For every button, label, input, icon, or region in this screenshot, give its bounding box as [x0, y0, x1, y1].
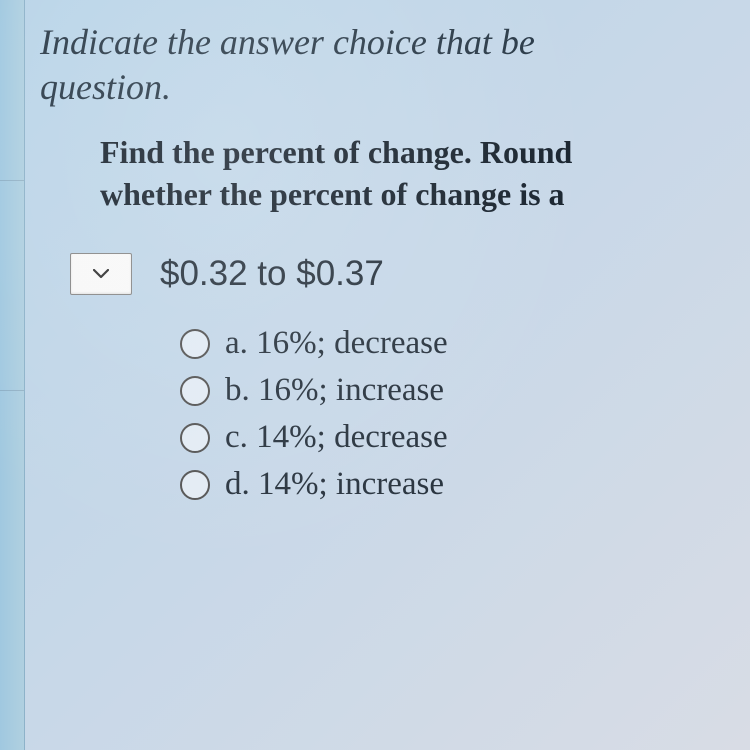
choice-c[interactable]: c. 14%; decrease: [180, 419, 750, 456]
answer-dropdown[interactable]: [70, 253, 132, 295]
choice-a-text: a. 16%; decrease: [225, 325, 448, 362]
instruction-line2: question.: [40, 67, 171, 107]
choice-b-text: b. 16%; increase: [225, 372, 444, 409]
chevron-down-icon: [93, 269, 109, 279]
choice-a[interactable]: a. 16%; decrease: [180, 325, 750, 362]
question-value-text: $0.32 to $0.37: [160, 254, 384, 294]
radio-c[interactable]: [180, 423, 210, 453]
answer-choices: a. 16%; decrease b. 16%; increase c. 14%…: [180, 325, 750, 503]
question-prompt: Find the percent of change. Round whethe…: [100, 132, 750, 215]
choice-b-label: 16%; increase: [258, 372, 444, 408]
choice-d-text: d. 14%; increase: [225, 466, 444, 503]
choice-b[interactable]: b. 16%; increase: [180, 372, 750, 409]
choice-a-letter: a.: [225, 325, 248, 361]
question-row: $0.32 to $0.37: [70, 253, 750, 295]
choice-a-label: 16%; decrease: [256, 325, 447, 361]
instruction-text: Indicate the answer choice that be quest…: [40, 20, 750, 110]
choice-c-label: 14%; decrease: [256, 419, 447, 455]
choice-d-letter: d.: [225, 466, 250, 502]
choice-b-letter: b.: [225, 372, 250, 408]
left-rail: [0, 0, 25, 750]
question-content: Indicate the answer choice that be quest…: [30, 0, 750, 503]
prompt-line2: whether the percent of change is a: [100, 176, 565, 212]
choice-d-label: 14%; increase: [258, 466, 444, 502]
choice-d[interactable]: d. 14%; increase: [180, 466, 750, 503]
radio-b[interactable]: [180, 376, 210, 406]
prompt-line1: Find the percent of change. Round: [100, 134, 572, 170]
instruction-line1: Indicate the answer choice that be: [40, 22, 535, 62]
radio-a[interactable]: [180, 329, 210, 359]
choice-c-text: c. 14%; decrease: [225, 419, 448, 456]
choice-c-letter: c.: [225, 419, 248, 455]
radio-d[interactable]: [180, 470, 210, 500]
